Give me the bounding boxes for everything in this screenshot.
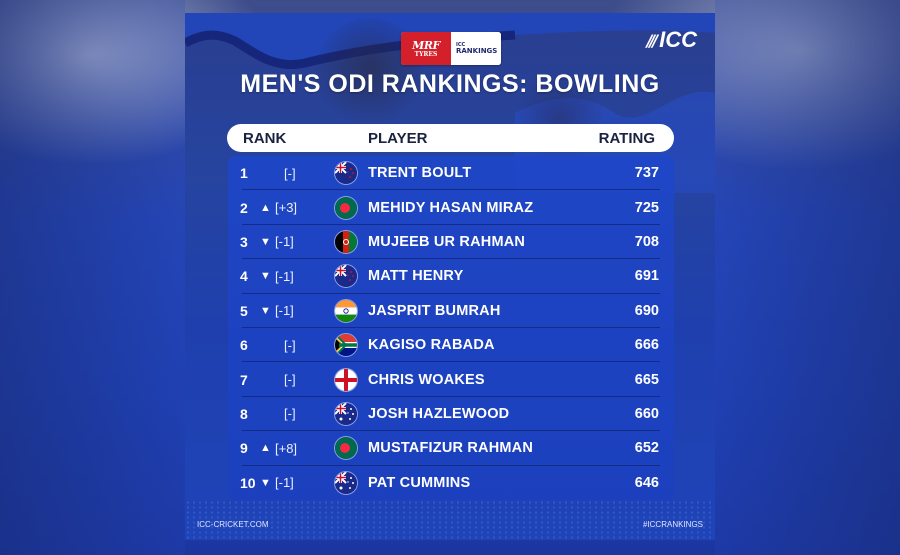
australia-flag-icon — [335, 471, 357, 494]
table-row: 10 ▼ [-1] PAT CUMMINS 646 — [228, 466, 674, 500]
rank-movement: [-1] — [275, 234, 294, 250]
arrow-down-icon: ▼ — [260, 235, 271, 248]
table-row: 1 [-] TRENT BOULT 737 — [228, 156, 674, 191]
row-divider — [242, 189, 660, 191]
row-divider — [242, 430, 660, 432]
player-rating: 725 — [634, 199, 659, 216]
south-africa-flag-icon — [335, 334, 357, 357]
icc-rankings-logo: ICC RANKINGS — [451, 32, 501, 65]
india-flag-icon — [335, 299, 357, 322]
bangladesh-flag-icon — [335, 437, 357, 460]
player-rating: 652 — [634, 440, 659, 457]
rank-number: 2 — [240, 199, 248, 216]
page-title: MEN'S ODI RANKINGS: BOWLING — [240, 70, 660, 98]
rank-movement: [-1] — [275, 475, 294, 491]
player-name: MUSTAFIZUR RAHMAN — [368, 440, 534, 457]
table-row: 3 ▼ [-1] MUJEEB UR RAHMAN 708 — [228, 225, 674, 260]
header-player: PLAYER — [368, 129, 428, 147]
rank-number: 4 — [240, 268, 248, 285]
row-divider — [242, 361, 660, 363]
afghanistan-flag-icon — [335, 230, 357, 253]
row-divider — [242, 464, 660, 466]
player-rating: 660 — [634, 405, 659, 422]
rank-movement: [-1] — [275, 303, 294, 319]
australia-flag-icon — [335, 402, 357, 425]
arrow-up-icon: ▲ — [260, 442, 271, 455]
table-header: RANK PLAYER RATING — [227, 124, 674, 152]
player-name: MATT HENRY — [368, 268, 464, 285]
header-rating: RATING — [598, 129, 655, 147]
player-rating: 665 — [634, 371, 659, 388]
rank-movement: [-] — [284, 372, 296, 388]
row-divider — [242, 395, 660, 397]
rank-movement: [+8] — [275, 440, 298, 456]
rank-number: 6 — [240, 337, 248, 354]
rank-movement: [-] — [284, 406, 296, 422]
player-name: MEHIDY HASAN MIRAZ — [368, 199, 534, 216]
table-row: 9 ▲ [+8] MUSTAFIZUR RAHMAN 652 — [228, 431, 674, 466]
row-divider — [242, 326, 660, 328]
rank-movement: [-] — [284, 165, 296, 181]
rank-number: 8 — [240, 405, 248, 422]
rank-number: 1 — [240, 165, 248, 182]
hashtag-label: #ICCRANKINGS — [642, 520, 703, 529]
decorative-dot-pattern — [185, 500, 715, 540]
rank-number: 7 — [240, 371, 248, 388]
row-divider — [242, 292, 660, 294]
icc-logo: /// ICC — [646, 27, 697, 52]
rankings-card: MRF TYRES ICC RANKINGS /// ICC MEN'S ODI… — [185, 13, 715, 540]
arrow-down-icon: ▼ — [260, 476, 271, 489]
new-zealand-flag-icon — [335, 265, 357, 288]
table-row: 2 ▲ [+3] MEHIDY HASAN MIRAZ 725 — [228, 190, 674, 225]
rank-number: 9 — [240, 440, 248, 457]
table-row: 6 [-] KAGISO RABADA 666 — [228, 328, 674, 363]
row-divider — [242, 258, 660, 260]
arrow-down-icon: ▼ — [260, 270, 271, 283]
player-name: KAGISO RABADA — [368, 337, 495, 354]
player-rating: 691 — [634, 268, 659, 285]
player-name: JOSH HAZLEWOOD — [368, 405, 510, 422]
bangladesh-flag-icon — [335, 196, 357, 219]
background-blur-right — [715, 0, 900, 555]
sponsor-logo: MRF TYRES ICC RANKINGS — [401, 32, 501, 65]
player-name: PAT CUMMINS — [368, 474, 471, 491]
website-label: ICC-CRICKET.COM — [197, 520, 269, 529]
rank-number: 5 — [240, 302, 248, 319]
arrow-up-icon: ▲ — [260, 201, 271, 214]
player-rating: 690 — [634, 302, 659, 319]
table-row: 8 [-] JOSH HAZLEWOOD 660 — [228, 397, 674, 432]
rank-number: 10 — [240, 474, 256, 491]
arrow-down-icon: ▼ — [260, 304, 271, 317]
rank-movement: [-] — [284, 337, 296, 353]
table-row: 4 ▼ [-1] MATT HENRY 691 — [228, 259, 674, 294]
player-name: JASPRIT BUMRAH — [368, 302, 501, 319]
table-row: 7 [-] CHRIS WOAKES 665 — [228, 362, 674, 397]
player-rating: 666 — [634, 337, 659, 354]
player-name: TRENT BOULT — [368, 165, 472, 182]
rank-movement: [-1] — [275, 268, 294, 284]
england-flag-icon — [335, 368, 357, 391]
header-rank: RANK — [243, 129, 287, 147]
rankings-table: 1 [-] TRENT BOULT 737 2 ▲ [+3] MEHIDY HASAN MIR… — [228, 156, 674, 500]
table-row: 5 ▼ [-1] JASPRIT BUMRAH 690 — [228, 294, 674, 328]
player-name: MUJEEB UR RAHMAN — [368, 233, 526, 250]
rank-movement: [+3] — [275, 200, 298, 216]
player-name: CHRIS WOAKES — [368, 371, 485, 388]
player-rating: 737 — [634, 165, 659, 182]
player-rating: 708 — [634, 233, 659, 250]
new-zealand-flag-icon — [335, 162, 357, 185]
background-blur-left — [0, 0, 185, 555]
rank-number: 3 — [240, 233, 248, 250]
row-divider — [242, 223, 660, 225]
icc-emblem-icon: /// — [646, 30, 658, 50]
player-rating: 646 — [634, 474, 659, 491]
mrf-tyres-logo: MRF TYRES — [401, 32, 451, 65]
